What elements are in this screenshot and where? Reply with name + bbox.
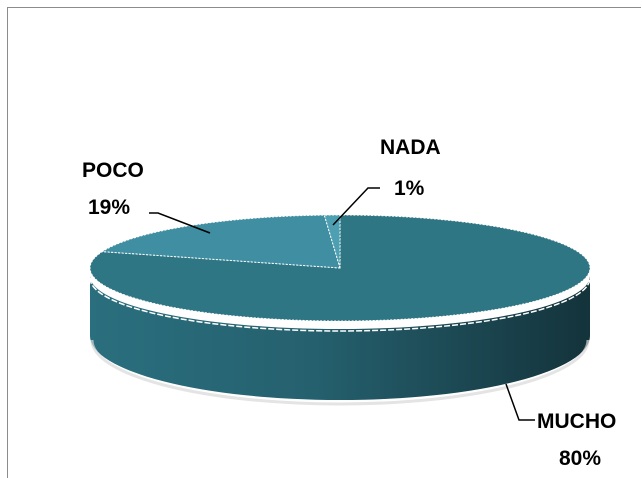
label-poco-percent: 19% <box>88 196 130 219</box>
label-poco-name: POCO <box>82 159 144 182</box>
label-mucho-percent: 80% <box>559 447 601 470</box>
label-mucho-name: MUCHO <box>537 410 616 433</box>
label-nada-name: NADA <box>380 136 441 159</box>
label-nada-percent: 1% <box>394 177 425 200</box>
leader-line-mucho <box>506 384 535 420</box>
